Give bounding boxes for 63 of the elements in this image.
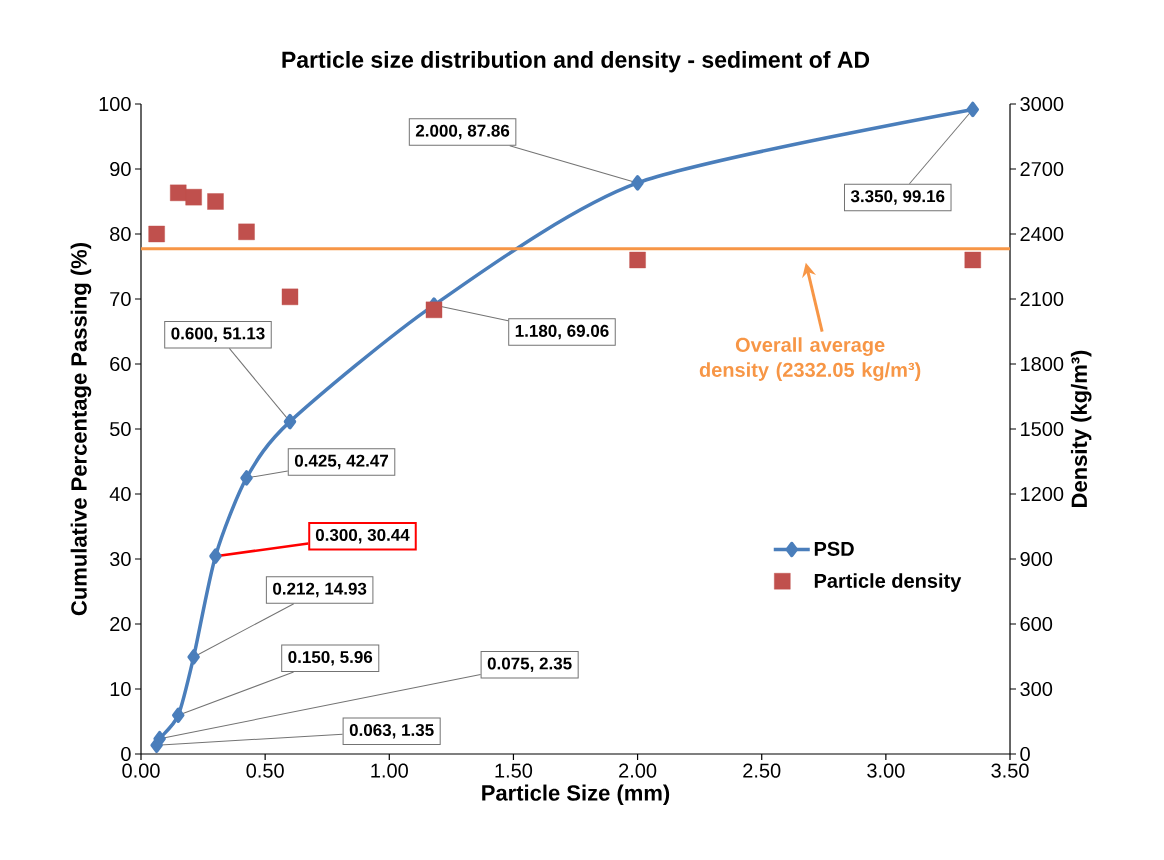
annotation: 0.300, 30.44 <box>315 528 410 544</box>
legend-label: PSD <box>814 541 854 556</box>
y2-tick-label: 1800 <box>1021 356 1064 372</box>
x-tick-label: 1.00 <box>371 763 408 778</box>
point <box>170 184 187 202</box>
point <box>631 175 644 191</box>
y-tick-label: 60 <box>110 356 131 372</box>
y2-tick-label: 0 <box>1020 746 1030 762</box>
x-tick-label: 3.00 <box>867 763 905 778</box>
y2-axis-title: Density (kg/m³) <box>1070 350 1092 507</box>
point <box>148 225 165 243</box>
point <box>209 548 222 564</box>
data-label: 1.180, 69.06 <box>515 324 609 340</box>
x-tick-label: 0.50 <box>246 763 284 778</box>
data-label: 2.000, 87.86 <box>415 124 510 140</box>
x-tick-label: 2.50 <box>743 763 781 778</box>
x-tick-label: 3.50 <box>991 763 1029 778</box>
y-tick-label: 70 <box>110 291 131 307</box>
point <box>283 413 297 430</box>
y2-tick-label: 2400 <box>1020 226 1064 242</box>
y-axis-title: Cumulative Percentage Passing (%) <box>70 243 92 616</box>
point <box>964 251 981 269</box>
point <box>425 301 443 319</box>
point <box>281 288 299 306</box>
legend-label: Particle density <box>814 573 962 592</box>
point <box>187 649 200 665</box>
data-label: 0.212, 14.93 <box>273 582 367 598</box>
y-tick-label: 90 <box>110 161 131 177</box>
data-label: 0.600, 51.13 <box>171 327 265 342</box>
point <box>171 707 185 724</box>
y2-tick-label: 3000 <box>1020 96 1064 112</box>
y-tick-label: 30 <box>109 551 131 567</box>
y2-tick-label: 2100 <box>1020 291 1064 307</box>
ref-line-label: Overall average density (2332.05 kg/m³) <box>699 337 921 381</box>
y-tick-label: 20 <box>110 616 131 632</box>
y-tick-label: 40 <box>109 486 131 502</box>
data-label: 0.075, 2.35 <box>487 657 572 672</box>
y-tick-label: 80 <box>110 226 131 242</box>
y-tick-label: 100 <box>99 96 131 112</box>
x-tick-label: 2.00 <box>619 763 657 778</box>
chart-title: Particle size distribution and density - sediment of AD <box>282 51 870 73</box>
data-label: 0.150, 5.96 <box>288 651 373 666</box>
x-tick-label: 0.00 <box>122 763 160 778</box>
y-tick-label: 0 <box>121 746 131 762</box>
point <box>185 188 202 206</box>
y-tick-label: 50 <box>110 421 131 437</box>
y2-tick-label: 1500 <box>1021 421 1064 437</box>
point <box>238 223 255 241</box>
data-label: 0.425, 42.47 <box>294 454 389 470</box>
x-axis-title: Particle Size (mm) <box>482 784 670 806</box>
y2-tick-label: 2700 <box>1020 161 1064 177</box>
point <box>207 193 224 210</box>
y2-tick-label: 1200 <box>1021 486 1064 502</box>
y2-tick-label: 300 <box>1020 681 1053 697</box>
y2-tick-label: 900 <box>1020 551 1053 567</box>
x-tick-label: 1.50 <box>495 763 533 778</box>
data-label: 3.350, 99.16 <box>850 190 945 205</box>
point <box>966 101 980 118</box>
data-label: 0.063, 1.35 <box>349 723 434 739</box>
y2-tick-label: 600 <box>1020 616 1053 632</box>
point <box>240 470 253 486</box>
point <box>629 251 646 269</box>
y-tick-label: 10 <box>110 681 131 697</box>
